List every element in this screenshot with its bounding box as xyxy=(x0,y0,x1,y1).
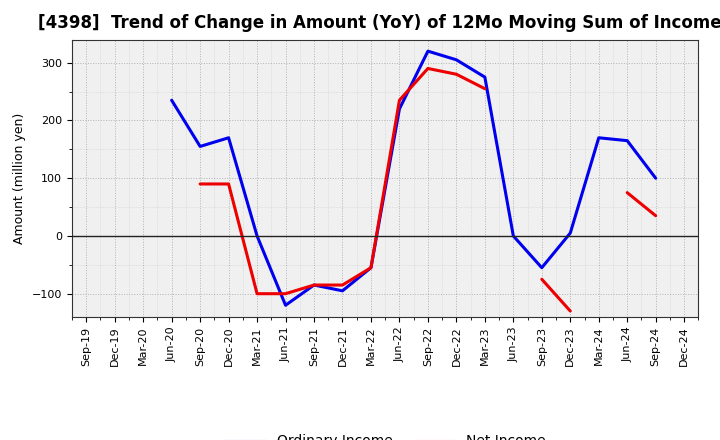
Ordinary Income xyxy=(338,288,347,293)
Ordinary Income xyxy=(652,176,660,181)
Ordinary Income xyxy=(452,57,461,62)
Legend: Ordinary Income, Net Income: Ordinary Income, Net Income xyxy=(219,429,552,440)
Ordinary Income xyxy=(196,144,204,149)
Ordinary Income xyxy=(225,135,233,140)
Line: Ordinary Income: Ordinary Income xyxy=(171,51,656,305)
Ordinary Income xyxy=(395,106,404,111)
Ordinary Income xyxy=(310,282,318,288)
Y-axis label: Amount (million yen): Amount (million yen) xyxy=(14,113,27,244)
Ordinary Income xyxy=(566,231,575,236)
Ordinary Income xyxy=(537,265,546,270)
Ordinary Income xyxy=(423,48,432,54)
Ordinary Income xyxy=(253,233,261,238)
Ordinary Income xyxy=(480,74,489,80)
Ordinary Income xyxy=(623,138,631,143)
Ordinary Income xyxy=(366,265,375,270)
Ordinary Income xyxy=(595,135,603,140)
Ordinary Income xyxy=(282,303,290,308)
Title: [4398]  Trend of Change in Amount (YoY) of 12Mo Moving Sum of Incomes: [4398] Trend of Change in Amount (YoY) o… xyxy=(38,15,720,33)
Ordinary Income xyxy=(509,233,518,238)
Ordinary Income xyxy=(167,98,176,103)
